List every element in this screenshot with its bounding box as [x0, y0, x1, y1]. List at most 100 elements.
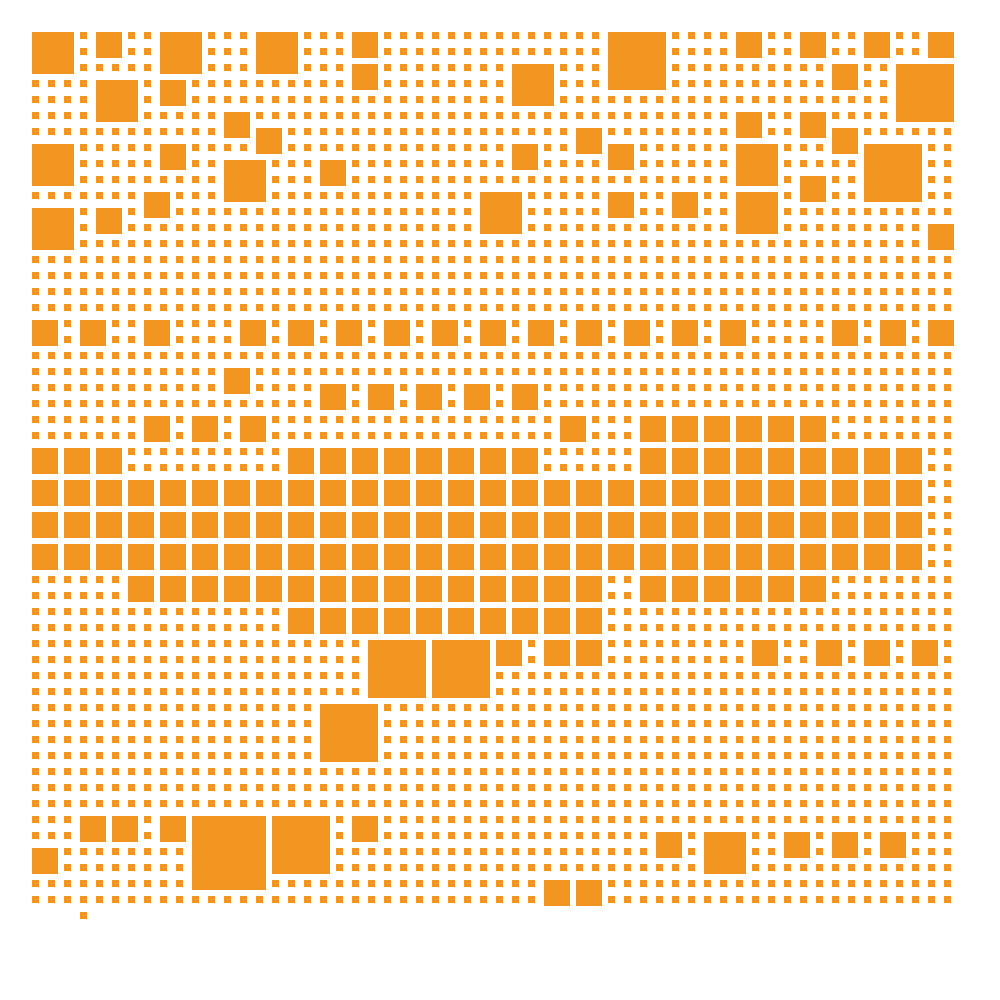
small-square-tile	[352, 128, 359, 135]
small-square-tile	[816, 624, 823, 631]
small-square-tile	[240, 656, 247, 663]
small-square-tile	[400, 736, 407, 743]
small-square-tile	[416, 64, 423, 71]
small-square-tile	[32, 816, 39, 823]
small-square-tile	[32, 832, 39, 839]
large-square-tile	[432, 320, 458, 346]
small-square-tile	[288, 128, 295, 135]
large-square-tile	[144, 416, 170, 442]
small-square-tile	[512, 704, 519, 711]
small-square-tile	[544, 224, 551, 231]
small-square-tile	[912, 368, 919, 375]
small-square-tile	[704, 800, 711, 807]
small-square-tile	[768, 352, 775, 359]
small-square-tile	[720, 896, 727, 903]
small-square-tile	[864, 384, 871, 391]
small-square-tile	[32, 896, 39, 903]
large-square-tile	[480, 320, 506, 346]
small-square-tile	[720, 304, 727, 311]
small-square-tile	[272, 240, 279, 247]
small-square-tile	[608, 640, 615, 647]
small-square-tile	[464, 768, 471, 775]
small-square-tile	[160, 624, 167, 631]
small-square-tile	[784, 688, 791, 695]
small-square-tile	[800, 688, 807, 695]
small-square-tile	[640, 400, 647, 407]
small-square-tile	[832, 32, 839, 39]
small-square-tile	[880, 736, 887, 743]
small-square-tile	[112, 272, 119, 279]
large-square-tile	[640, 480, 666, 506]
large-square-tile	[640, 416, 666, 442]
small-square-tile	[224, 400, 231, 407]
small-square-tile	[736, 96, 743, 103]
small-square-tile	[400, 848, 407, 855]
small-square-tile	[368, 768, 375, 775]
small-square-tile	[48, 688, 55, 695]
small-square-tile	[864, 112, 871, 119]
small-square-tile	[400, 368, 407, 375]
small-square-tile	[560, 160, 567, 167]
small-square-tile	[720, 176, 727, 183]
small-square-tile	[96, 128, 103, 135]
small-square-tile	[624, 240, 631, 247]
large-square-tile	[480, 192, 522, 234]
small-square-tile	[768, 816, 775, 823]
large-square-tile	[64, 448, 90, 474]
small-square-tile	[464, 736, 471, 743]
small-square-tile	[480, 32, 487, 39]
small-square-tile	[400, 64, 407, 71]
small-square-tile	[752, 384, 759, 391]
small-square-tile	[672, 256, 679, 263]
small-square-tile	[160, 400, 167, 407]
small-square-tile	[144, 688, 151, 695]
large-square-tile	[736, 448, 762, 474]
small-square-tile	[128, 240, 135, 247]
small-square-tile	[864, 240, 871, 247]
small-square-tile	[688, 368, 695, 375]
small-square-tile	[288, 352, 295, 359]
small-square-tile	[640, 880, 647, 887]
small-square-tile	[272, 800, 279, 807]
small-square-tile	[912, 880, 919, 887]
small-square-tile	[240, 208, 247, 215]
large-square-tile	[384, 320, 410, 346]
small-square-tile	[784, 192, 791, 199]
small-square-tile	[128, 880, 135, 887]
small-square-tile	[480, 256, 487, 263]
small-square-tile	[112, 320, 119, 327]
small-square-tile	[64, 624, 71, 631]
small-square-tile	[832, 112, 839, 119]
small-square-tile	[784, 320, 791, 327]
small-square-tile	[384, 144, 391, 151]
small-square-tile	[416, 256, 423, 263]
small-square-tile	[48, 720, 55, 727]
small-square-tile	[176, 624, 183, 631]
small-square-tile	[256, 112, 263, 119]
small-square-tile	[736, 784, 743, 791]
small-square-tile	[176, 448, 183, 455]
small-square-tile	[768, 608, 775, 615]
small-square-tile	[800, 768, 807, 775]
small-square-tile	[688, 640, 695, 647]
large-square-tile	[736, 416, 762, 442]
small-square-tile	[704, 32, 711, 39]
small-square-tile	[512, 720, 519, 727]
small-square-tile	[880, 352, 887, 359]
small-square-tile	[608, 656, 615, 663]
small-square-tile	[144, 704, 151, 711]
small-square-tile	[864, 768, 871, 775]
small-square-tile	[624, 736, 631, 743]
large-square-tile	[384, 544, 410, 570]
large-square-tile	[624, 320, 650, 346]
small-square-tile	[608, 576, 615, 583]
small-square-tile	[704, 272, 711, 279]
small-square-tile	[880, 256, 887, 263]
small-square-tile	[640, 784, 647, 791]
small-square-tile	[400, 864, 407, 871]
small-square-tile	[624, 464, 631, 471]
small-square-tile	[368, 176, 375, 183]
large-square-tile	[32, 320, 58, 346]
small-square-tile	[112, 688, 119, 695]
